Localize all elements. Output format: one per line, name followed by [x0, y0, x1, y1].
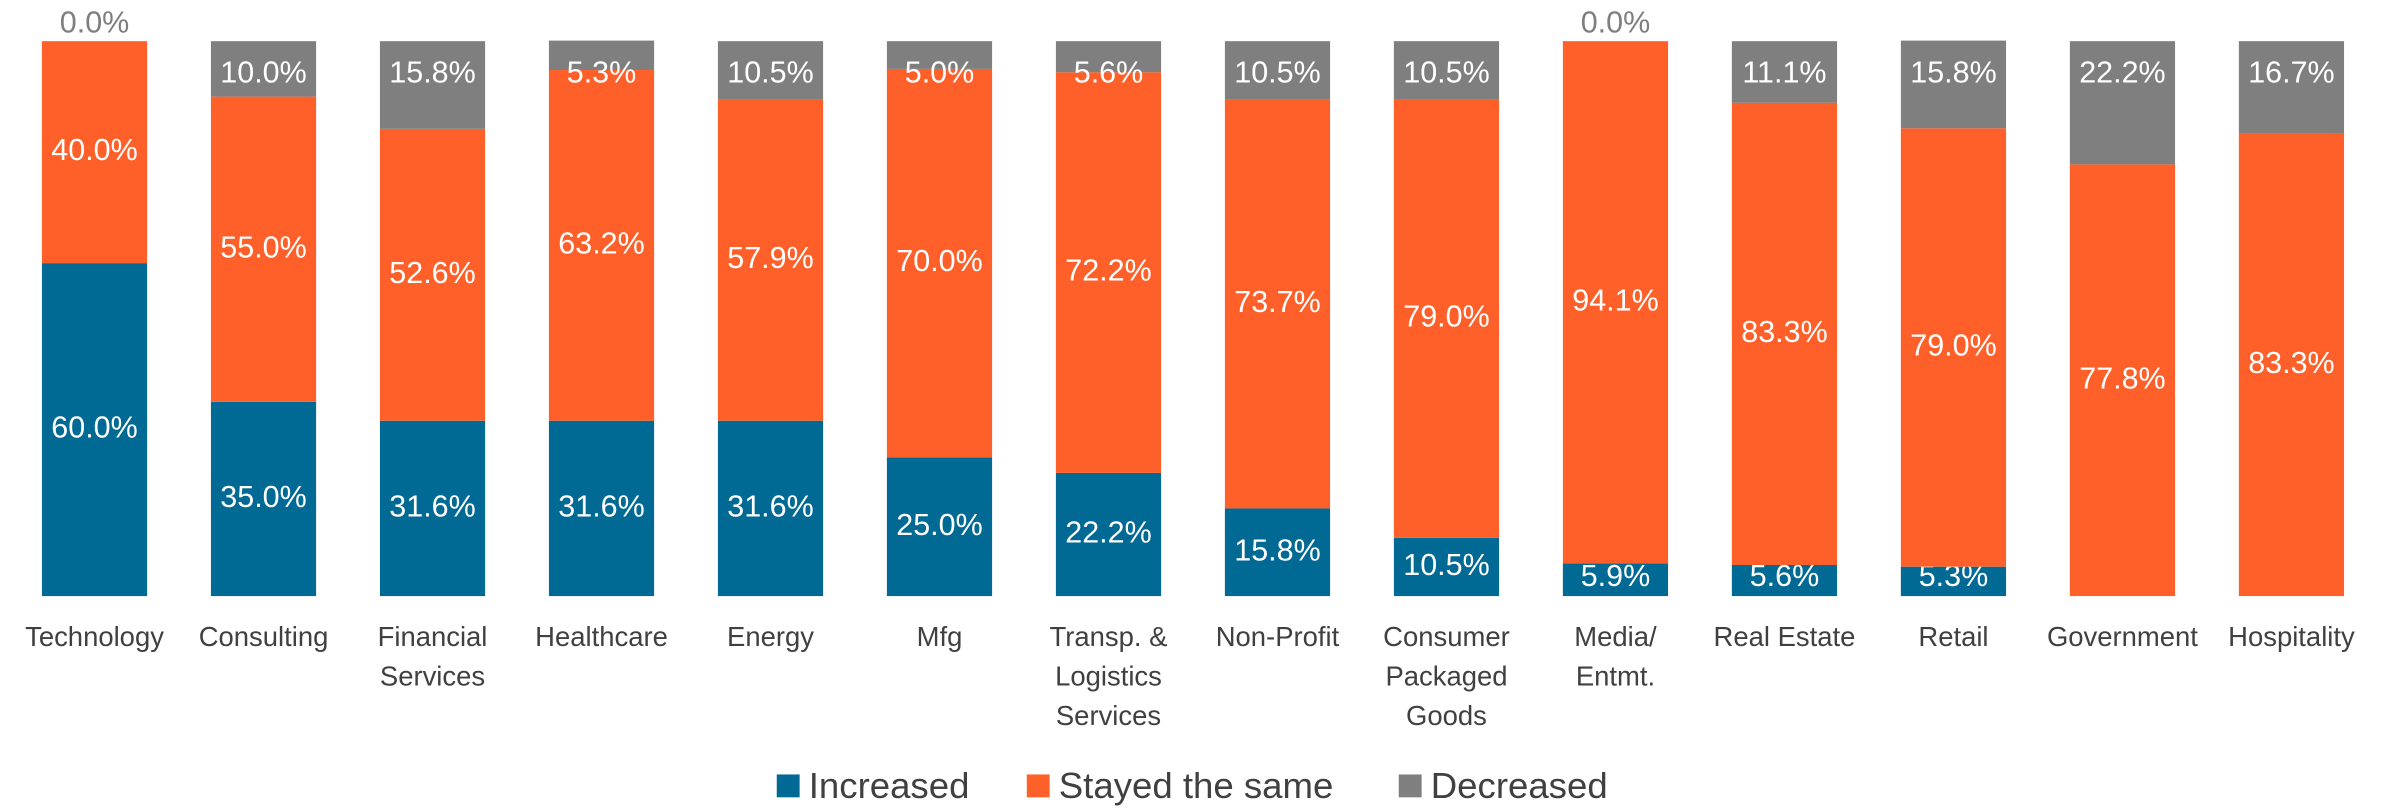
data-label: 55.0%	[220, 230, 306, 264]
data-label: 5.0%	[905, 56, 974, 90]
bar-segment	[1900, 128, 2007, 567]
x-tick-label: Healthcare	[535, 621, 668, 652]
bar-segment	[1562, 563, 1669, 597]
data-label: 10.5%	[1234, 56, 1320, 90]
data-label: 15.8%	[1910, 56, 1996, 90]
data-label: 77.8%	[2079, 361, 2165, 395]
bar-segment	[41, 41, 148, 264]
data-label: 25.0%	[896, 508, 982, 542]
data-label: 79.0%	[1403, 300, 1489, 334]
bar-segment	[1731, 565, 1838, 597]
bar-segment	[1731, 41, 1838, 103]
data-label: 40.0%	[51, 133, 137, 167]
data-label: 0.0%	[1581, 5, 1650, 39]
bar-segment	[2069, 41, 2176, 165]
bar-segment	[1393, 537, 1500, 597]
x-tick-label: Financial Services	[378, 621, 488, 692]
data-label: 63.2%	[558, 226, 644, 260]
data-label: 22.2%	[1065, 516, 1151, 550]
x-tick-label: Media/Entmt.	[1574, 621, 1657, 692]
x-tick-label: Non-Profit	[1216, 621, 1340, 652]
data-label: 31.6%	[558, 489, 644, 523]
bar-segment	[1055, 72, 1162, 473]
bar-segment	[210, 96, 317, 402]
legend-swatch	[776, 774, 800, 798]
bar-segment	[1393, 99, 1500, 538]
legend-label: Increased	[809, 765, 970, 806]
bar-segment	[1900, 40, 2007, 129]
bar-segment	[548, 70, 655, 421]
data-label: 60.0%	[51, 411, 137, 445]
bar-segment	[2238, 133, 2345, 597]
bar-segment	[717, 99, 824, 421]
data-label: 10.5%	[1403, 56, 1489, 90]
data-label: 35.0%	[220, 480, 306, 514]
data-label: 15.8%	[1234, 533, 1320, 567]
x-tick-label: Government	[2047, 621, 2198, 652]
bar-segment	[1224, 41, 1331, 100]
legend-swatch	[1398, 774, 1422, 798]
data-label: 31.6%	[727, 489, 813, 523]
bar-segment	[717, 420, 824, 597]
data-label: 16.7%	[2248, 56, 2334, 90]
bar-segment	[1562, 41, 1669, 564]
bar-segment	[2238, 41, 2345, 134]
bar-segment	[1900, 566, 2007, 597]
bar-segment	[1224, 508, 1331, 597]
data-label: 10.5%	[727, 56, 813, 90]
bar-segment	[717, 41, 824, 100]
bar-segment	[1224, 99, 1331, 509]
x-tick-label: Consumer Packaged Goods	[1383, 621, 1510, 731]
data-label: 70.0%	[896, 244, 982, 278]
x-tick-label: Transp. & Logistics Services	[1050, 621, 1168, 731]
data-label: 31.6%	[389, 489, 475, 523]
bar-segment	[210, 41, 317, 97]
x-tick-label: Hospitality	[2228, 621, 2355, 652]
data-label: 5.3%	[567, 56, 636, 90]
bar-segment	[1731, 102, 1838, 566]
data-label: 5.9%	[1581, 559, 1650, 593]
bar-segment	[1055, 41, 1162, 73]
data-label: 94.1%	[1572, 283, 1658, 317]
bar-segment	[379, 41, 486, 129]
x-tick-label: Mfg	[917, 621, 963, 652]
data-label: 5.6%	[1074, 56, 1143, 90]
x-tick-label: Technology	[25, 621, 164, 652]
bar-segment	[548, 40, 655, 71]
bar-segment	[2069, 164, 2176, 597]
bar-segment	[548, 420, 655, 597]
data-label: 73.7%	[1234, 285, 1320, 319]
data-label: 72.2%	[1065, 254, 1151, 288]
bar-segment	[886, 68, 993, 458]
bar-segment	[886, 457, 993, 597]
data-label: 52.6%	[389, 256, 475, 290]
data-label: 57.9%	[727, 241, 813, 275]
data-label: 79.0%	[1910, 329, 1996, 363]
bar-segment	[379, 420, 486, 597]
x-tick-label: Consulting	[199, 621, 329, 652]
data-label: 15.8%	[389, 56, 475, 90]
bar-segment	[379, 128, 486, 421]
data-label: 10.5%	[1403, 548, 1489, 582]
data-label: 11.1%	[1742, 56, 1826, 90]
data-label: 10.0%	[220, 56, 306, 90]
legend-swatch	[1026, 774, 1050, 798]
legend-label: Stayed the same	[1059, 765, 1334, 806]
x-tick-label: Real Estate	[1714, 621, 1856, 652]
legend-label: Decreased	[1431, 765, 1608, 806]
bar-segment	[1393, 41, 1500, 100]
data-label: 0.0%	[60, 5, 129, 39]
bar-segment	[1055, 472, 1162, 597]
bar-segment	[41, 263, 148, 597]
data-label: 22.2%	[2079, 56, 2165, 90]
data-label: 83.3%	[2248, 346, 2334, 380]
bar-segment	[886, 41, 993, 69]
x-tick-label: Energy	[727, 621, 814, 652]
bar-segment	[210, 401, 317, 597]
data-label: 83.3%	[1741, 315, 1827, 349]
x-tick-label: Retail	[1918, 621, 1988, 652]
